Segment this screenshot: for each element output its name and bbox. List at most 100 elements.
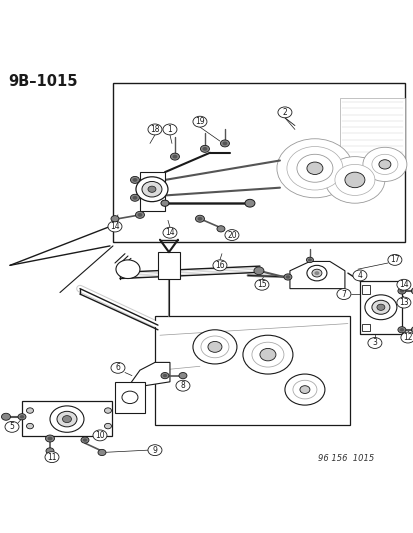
Text: 6: 6 — [115, 364, 120, 373]
Text: 10: 10 — [95, 431, 104, 440]
Ellipse shape — [45, 435, 55, 442]
Ellipse shape — [396, 297, 410, 308]
Bar — [22, 401, 112, 436]
Ellipse shape — [254, 279, 268, 290]
Ellipse shape — [26, 408, 33, 413]
Ellipse shape — [178, 373, 187, 379]
Ellipse shape — [306, 162, 322, 174]
Text: 13: 13 — [398, 298, 408, 307]
Ellipse shape — [376, 304, 384, 310]
Ellipse shape — [276, 139, 352, 198]
Ellipse shape — [371, 300, 389, 314]
Ellipse shape — [307, 259, 311, 261]
Ellipse shape — [367, 337, 381, 349]
Bar — [154, 316, 349, 424]
Ellipse shape — [242, 335, 292, 374]
Ellipse shape — [212, 260, 226, 271]
Ellipse shape — [81, 437, 89, 443]
Ellipse shape — [111, 216, 119, 222]
Ellipse shape — [26, 423, 33, 429]
Bar — [361, 324, 369, 332]
Ellipse shape — [142, 181, 161, 197]
Ellipse shape — [104, 408, 111, 413]
Ellipse shape — [253, 267, 263, 274]
Ellipse shape — [411, 326, 413, 333]
Text: 5: 5 — [9, 422, 14, 431]
Bar — [339, 99, 404, 157]
Text: 2: 2 — [282, 108, 287, 117]
Ellipse shape — [222, 141, 227, 146]
Text: 16: 16 — [215, 261, 224, 270]
Ellipse shape — [244, 199, 254, 207]
Ellipse shape — [83, 438, 87, 442]
Ellipse shape — [192, 116, 206, 127]
Bar — [158, 252, 180, 279]
Ellipse shape — [47, 437, 52, 440]
Ellipse shape — [162, 374, 167, 377]
Ellipse shape — [172, 155, 177, 158]
Ellipse shape — [195, 215, 204, 222]
Ellipse shape — [378, 160, 390, 169]
Ellipse shape — [296, 154, 332, 182]
Text: 7: 7 — [341, 289, 346, 298]
Ellipse shape — [284, 374, 324, 405]
Ellipse shape — [147, 124, 161, 135]
Ellipse shape — [362, 147, 406, 181]
Ellipse shape — [216, 226, 224, 232]
Ellipse shape — [306, 265, 326, 281]
Ellipse shape — [200, 146, 209, 152]
Bar — [361, 285, 369, 294]
Ellipse shape — [163, 124, 176, 135]
Text: 14: 14 — [165, 228, 174, 237]
Ellipse shape — [170, 153, 179, 160]
Ellipse shape — [344, 172, 364, 188]
Ellipse shape — [313, 271, 319, 275]
Ellipse shape — [147, 445, 161, 456]
Ellipse shape — [397, 327, 405, 333]
Ellipse shape — [283, 274, 291, 280]
Ellipse shape — [147, 186, 156, 192]
Ellipse shape — [108, 221, 122, 232]
Ellipse shape — [46, 448, 54, 454]
Ellipse shape — [135, 212, 144, 219]
Ellipse shape — [292, 380, 316, 399]
Ellipse shape — [299, 386, 309, 393]
Ellipse shape — [411, 287, 413, 294]
Text: 1: 1 — [167, 125, 172, 134]
Ellipse shape — [220, 140, 229, 147]
Ellipse shape — [285, 275, 290, 279]
Polygon shape — [130, 362, 170, 386]
Ellipse shape — [324, 157, 384, 203]
Ellipse shape — [130, 195, 139, 201]
Text: 4: 4 — [356, 271, 361, 280]
Ellipse shape — [57, 411, 77, 427]
Ellipse shape — [2, 413, 10, 420]
Ellipse shape — [400, 332, 413, 343]
Ellipse shape — [132, 178, 137, 182]
Text: 8: 8 — [180, 381, 185, 390]
Ellipse shape — [137, 213, 142, 217]
Bar — [359, 281, 401, 334]
Text: 17: 17 — [389, 255, 399, 264]
Ellipse shape — [334, 164, 374, 196]
Polygon shape — [140, 172, 164, 211]
Text: 3: 3 — [372, 338, 376, 348]
Ellipse shape — [122, 391, 138, 403]
Ellipse shape — [259, 349, 275, 361]
Ellipse shape — [200, 336, 228, 358]
Ellipse shape — [399, 289, 403, 293]
Ellipse shape — [18, 414, 26, 420]
Ellipse shape — [397, 288, 405, 294]
Text: 18: 18 — [150, 125, 159, 134]
Ellipse shape — [161, 373, 169, 379]
Ellipse shape — [20, 415, 24, 418]
Ellipse shape — [252, 342, 283, 367]
Ellipse shape — [161, 200, 169, 206]
Ellipse shape — [98, 449, 106, 456]
Ellipse shape — [396, 279, 410, 290]
Ellipse shape — [176, 380, 190, 391]
Text: 15: 15 — [256, 280, 266, 289]
Ellipse shape — [364, 295, 396, 320]
Ellipse shape — [197, 217, 202, 221]
Text: 9B–1015: 9B–1015 — [8, 74, 77, 88]
